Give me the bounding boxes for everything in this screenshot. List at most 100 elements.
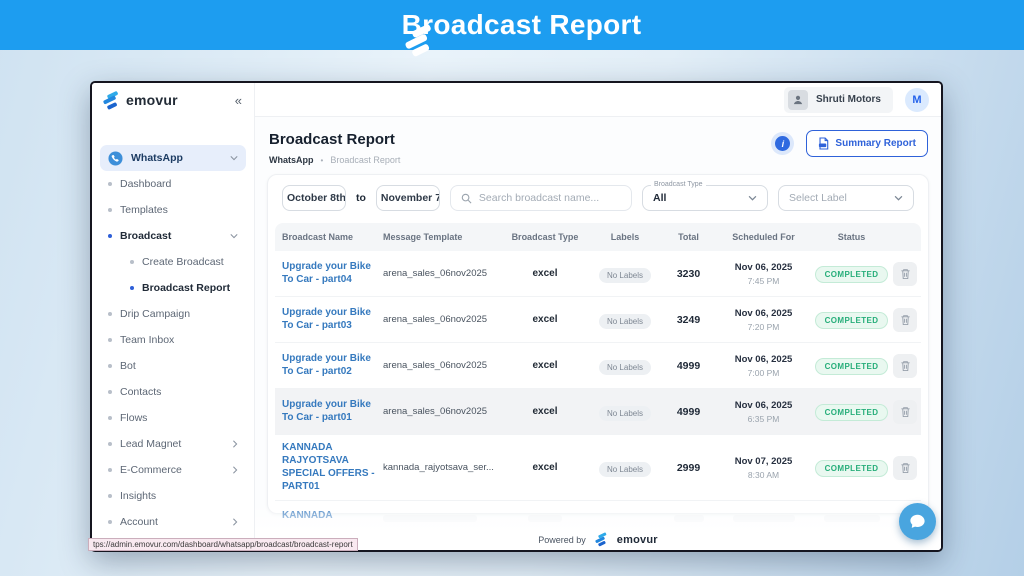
scheduled-date: Nov 06, 2025 [734, 261, 793, 273]
sidebar-item-lead-magnet[interactable]: Lead Magnet [100, 431, 246, 457]
delete-button[interactable] [893, 307, 917, 332]
scheduled-time: 7:45 PM [747, 275, 780, 286]
status-badge: COMPLETED [814, 404, 889, 421]
sidebar-item-templates[interactable]: Templates [100, 197, 246, 223]
broadcast-type-cell: excel [532, 314, 558, 325]
total-cell: 4999 [676, 359, 701, 372]
label-select[interactable]: Select Label [778, 185, 914, 211]
column-header-broadcast-type: Broadcast Type [511, 232, 579, 242]
sidebar-item-whatsapp[interactable]: WhatsApp [100, 145, 246, 171]
trash-icon [900, 314, 911, 326]
delete-button[interactable] [893, 261, 917, 286]
sidebar-item-drip-campaign[interactable]: Drip Campaign [100, 301, 246, 327]
sidebar-collapse-icon[interactable]: « [234, 92, 242, 108]
sidebar-item-label: Contacts [120, 386, 162, 398]
broadcast-name-link[interactable]: KANNADA RAJYOTSAVA SPECIAL OFFERS - PART… [282, 442, 375, 492]
broadcast-name-link[interactable]: KANNADA [282, 510, 333, 521]
scheduled-for-cell: Nov 06, 2025 7:20 PM [717, 308, 810, 332]
sidebar-item-label: Templates [120, 204, 168, 216]
chevron-down-icon [230, 233, 238, 239]
chat-bubble-icon [908, 512, 927, 531]
breadcrumb-current: Broadcast Report [330, 155, 401, 165]
sidebar-item-broadcast[interactable]: Broadcast [100, 223, 246, 249]
broadcast-name-link[interactable]: Upgrade your Bike To Car - part03 [282, 307, 371, 331]
labels-badge: No Labels [598, 313, 652, 329]
message-template-cell: arena_sales_06nov2025 [383, 268, 488, 279]
info-icon: i [775, 136, 791, 151]
broadcast-type-cell: excel [532, 268, 558, 279]
message-template-cell: kannada_rajyotsava_ser... [383, 462, 494, 473]
trash-icon [900, 462, 911, 474]
sidebar-item-flows[interactable]: Flows [100, 405, 246, 431]
sidebar-item-dashboard[interactable]: Dashboard [100, 171, 246, 197]
summary-report-button[interactable]: Summary Report [806, 130, 928, 157]
filter-bar: October 8th to November 7 Broadcast Type… [275, 181, 921, 211]
sidebar-item-insights[interactable]: Insights [100, 483, 246, 509]
breadcrumb-root[interactable]: WhatsApp [269, 155, 314, 165]
scheduled-date: Nov 06, 2025 [734, 307, 793, 319]
table-row: KANNADA RAJYOTSAVA SPECIAL OFFERS - PART… [275, 435, 921, 501]
scheduled-for-cell: Nov 06, 2025 7:45 PM [717, 262, 810, 286]
message-template-cell: arena_sales_06nov2025 [383, 360, 488, 371]
table-body: Upgrade your Bike To Car - part04 arena_s… [275, 251, 921, 501]
emovur-logo-icon [403, 23, 436, 57]
sidebar-item-label: Insights [120, 490, 157, 502]
sidebar-item-e-commerce[interactable]: E-Commerce [100, 457, 246, 483]
emovur-logo-icon [102, 90, 121, 110]
sidebar-item-team-inbox[interactable]: Team Inbox [100, 327, 246, 353]
column-header-labels: Labels [610, 232, 640, 242]
delete-button[interactable] [893, 455, 917, 480]
date-to-input[interactable]: November 7 [375, 185, 440, 211]
labels-badge: No Labels [598, 359, 652, 375]
trash-icon [900, 360, 911, 372]
column-header-total: Total [678, 232, 699, 242]
chat-fab-button[interactable] [899, 503, 936, 540]
broadcast-search[interactable] [449, 185, 632, 211]
user-avatar[interactable]: M [905, 87, 929, 112]
broadcast-name-link[interactable]: Upgrade your Bike To Car - part02 [282, 353, 371, 377]
bullet-icon [108, 416, 112, 420]
sidebar-item-broadcast-report[interactable]: Broadcast Report [100, 275, 246, 301]
bullet-icon [108, 312, 112, 316]
sidebar-item-account[interactable]: Account [100, 509, 246, 535]
broadcast-name-link[interactable]: Upgrade your Bike To Car - part04 [282, 261, 371, 285]
scheduled-for-cell: Nov 06, 2025 6:35 PM [717, 400, 810, 424]
bullet-icon [108, 390, 112, 394]
sidebar-item-label: E-Commerce [120, 464, 182, 476]
account-chip[interactable]: Shruti Motors [784, 86, 893, 113]
bullet-icon [108, 338, 112, 342]
sidebar-item-create-broadcast[interactable]: Create Broadcast [100, 249, 246, 275]
trash-icon [900, 268, 911, 280]
total-cell: 2999 [676, 461, 701, 474]
bullet-icon [108, 182, 112, 186]
bullet-icon [108, 520, 112, 524]
bullet-icon [108, 468, 112, 472]
sidebar-item-label: Bot [120, 360, 136, 372]
page-title: Broadcast Report [269, 131, 395, 148]
sidebar-item-label: Drip Campaign [120, 308, 191, 320]
scheduled-date: Nov 06, 2025 [734, 353, 793, 365]
breadcrumb-separator-icon: • [320, 155, 324, 165]
account-name: Shruti Motors [816, 94, 881, 105]
sidebar: emovur « WhatsApp Dashboard Templates Broad… [92, 83, 255, 550]
broadcast-name-link[interactable]: Upgrade your Bike To Car - part01 [282, 399, 371, 423]
broadcast-type-value: All [653, 192, 667, 204]
bullet-icon [108, 208, 112, 212]
scheduled-time: 6:35 PM [747, 413, 780, 424]
broadcast-type-select[interactable]: Broadcast Type All [642, 181, 768, 211]
sidebar-item-contacts[interactable]: Contacts [100, 379, 246, 405]
status-badge: COMPLETED [814, 312, 889, 329]
total-cell: 3249 [676, 313, 701, 326]
search-input[interactable] [478, 192, 621, 204]
date-from-input[interactable]: October 8th [282, 185, 346, 211]
date-range-to-label: to [356, 192, 366, 204]
scheduled-date: Nov 07, 2025 [734, 455, 793, 467]
trash-icon [900, 406, 911, 418]
delete-button[interactable] [893, 353, 917, 378]
sidebar-item-bot[interactable]: Bot [100, 353, 246, 379]
info-button[interactable]: i [771, 132, 795, 155]
sidebar-item-label: Lead Magnet [120, 438, 182, 450]
whatsapp-icon [108, 150, 123, 166]
column-header-broadcast-name: Broadcast Name [282, 232, 354, 242]
delete-button[interactable] [893, 399, 917, 424]
